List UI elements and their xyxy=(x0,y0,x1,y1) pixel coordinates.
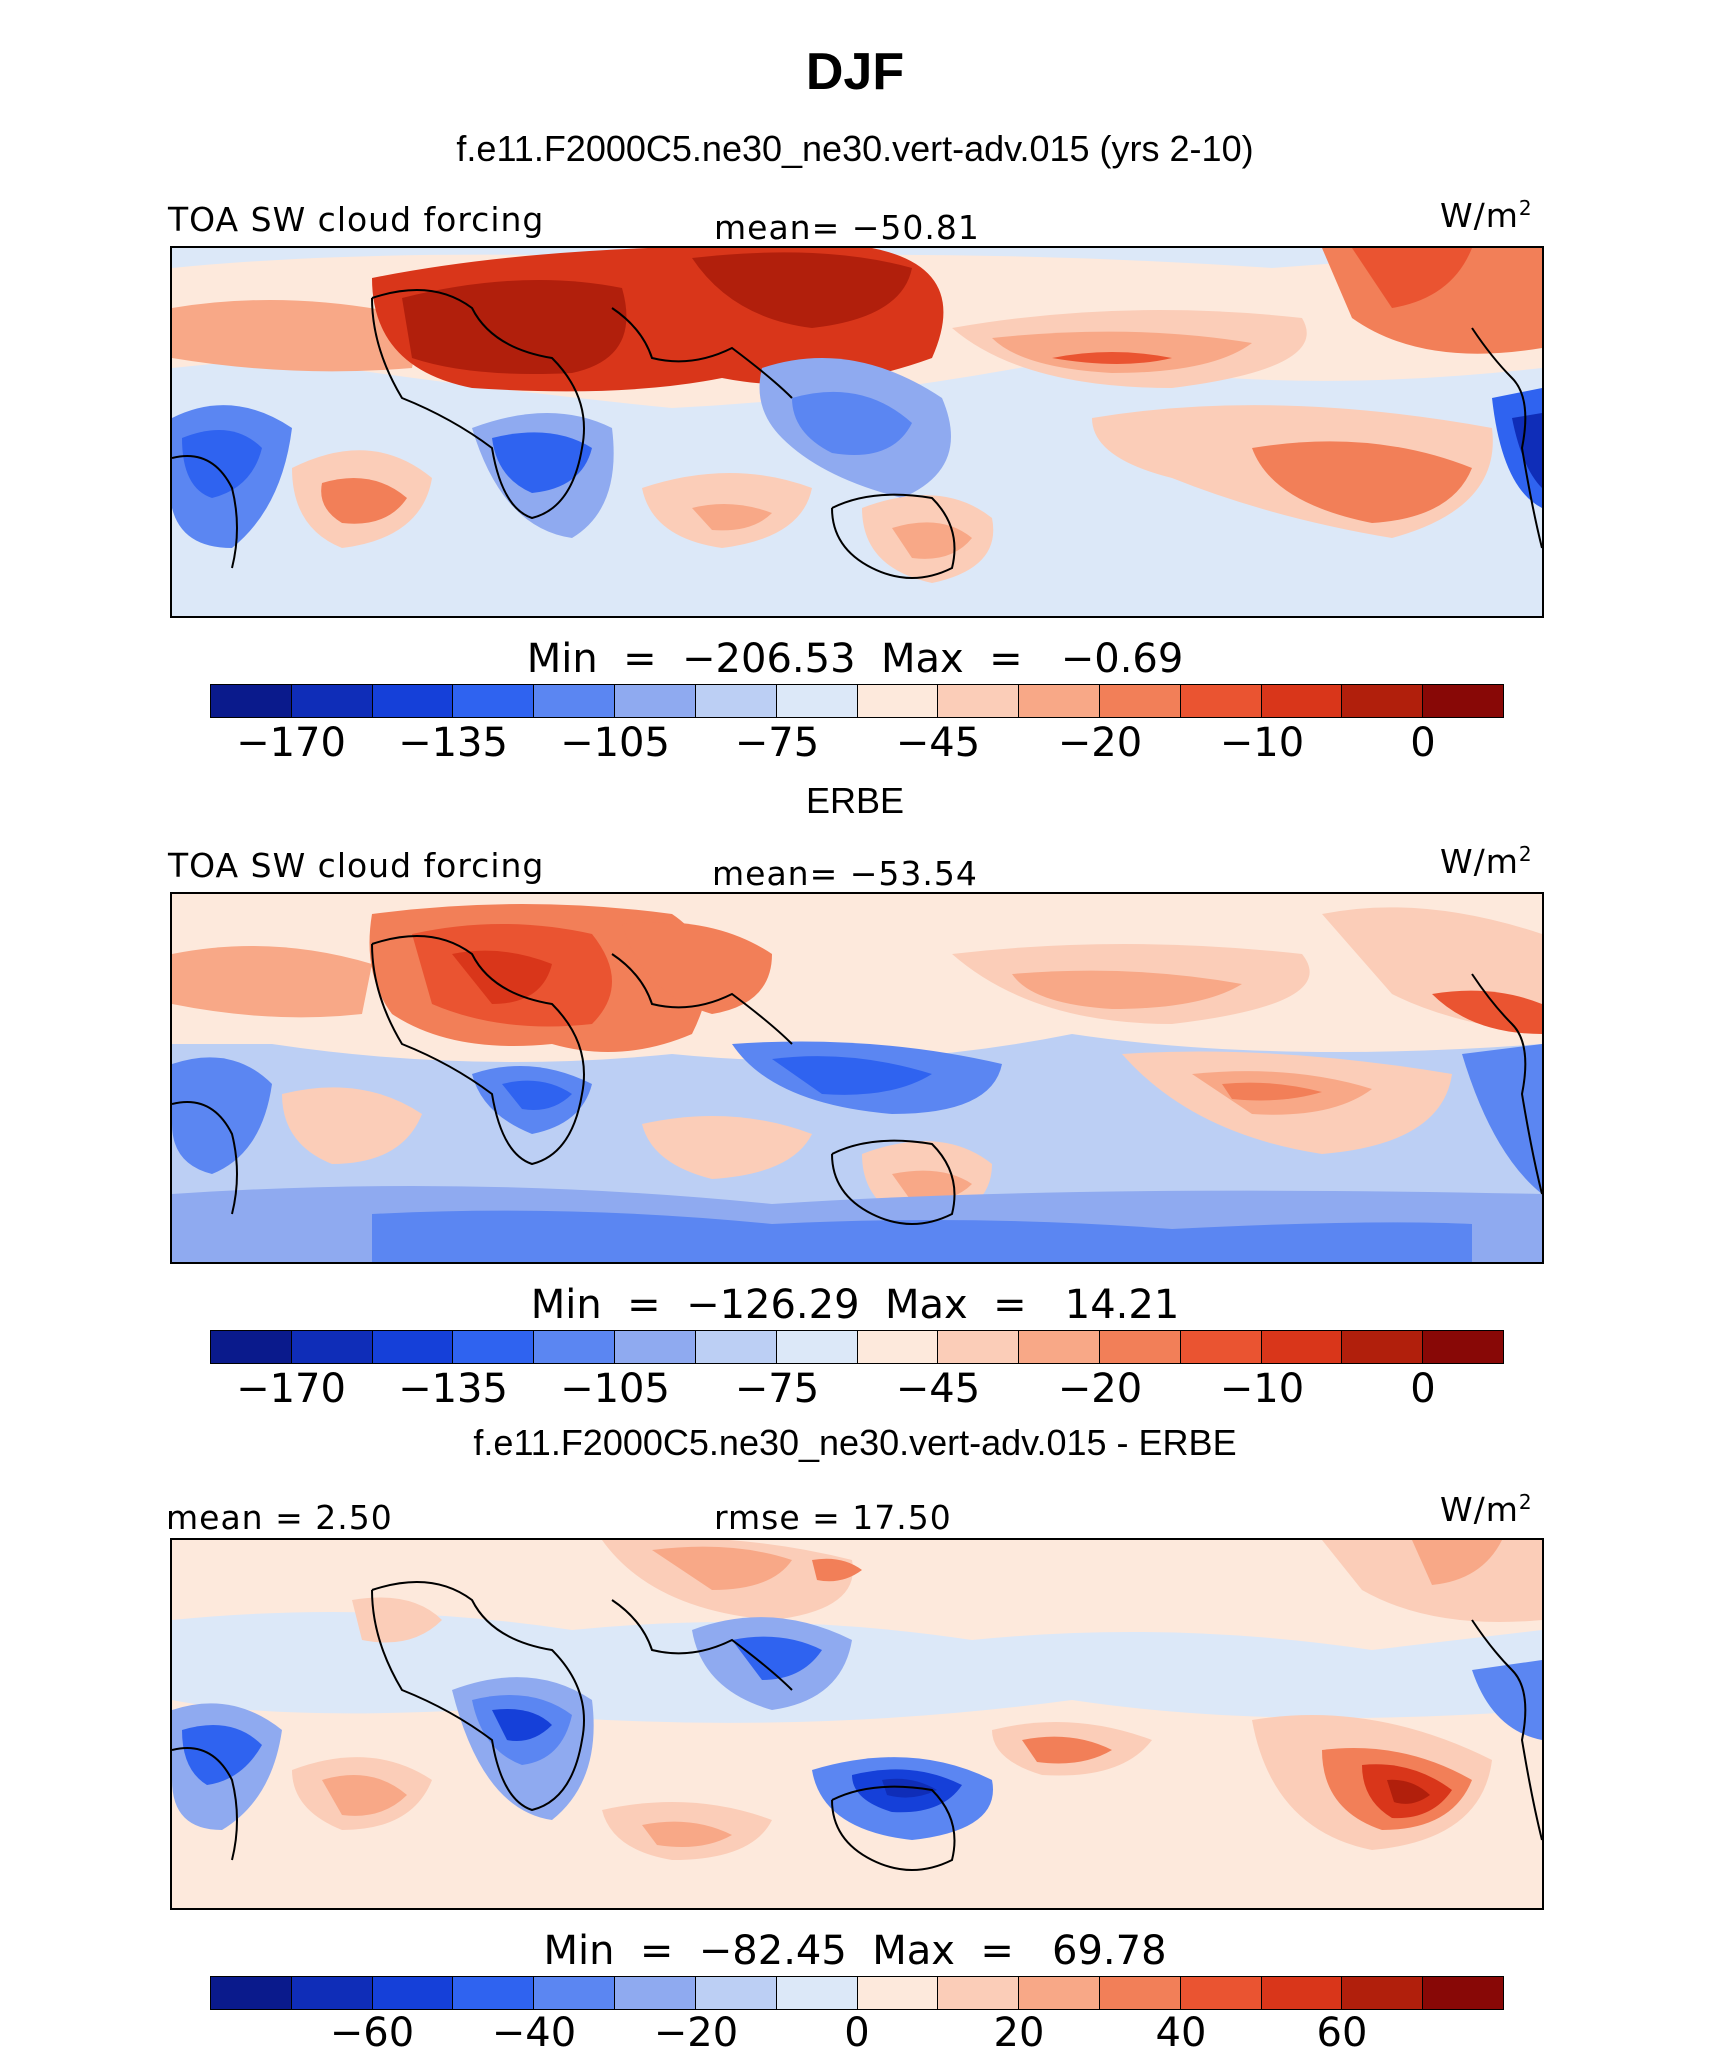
panel1-minmax-label: Min = −206.53 Max = −0.69 xyxy=(526,636,1184,682)
colorbar-swatch xyxy=(1342,1331,1424,1363)
panel2-map xyxy=(170,892,1544,1264)
colorbar-swatch xyxy=(1261,1977,1343,2009)
panel3-mean-label: mean = 2.50 xyxy=(166,1498,393,1537)
panel3-tick: 40 xyxy=(1155,2010,1207,2056)
colorbar-swatch xyxy=(1423,1977,1503,2009)
colorbar-swatch xyxy=(1099,685,1181,717)
colorbar-swatch xyxy=(534,685,616,717)
colorbar-swatch xyxy=(1180,685,1262,717)
colorbar-swatch xyxy=(938,1331,1020,1363)
colorbar-swatch xyxy=(372,685,454,717)
panel1-tick: 0 xyxy=(1410,720,1436,766)
colorbar-swatch xyxy=(453,1977,535,2009)
panel1-subtitle: f.e11.F2000C5.ne30_ne30.vert-adv.015 (yr… xyxy=(456,128,1254,169)
panel1-tick: −45 xyxy=(895,720,981,766)
panel3-tick: −40 xyxy=(491,2010,577,2056)
colorbar-swatch xyxy=(615,1331,696,1363)
panel1-unit-label: W/m2 xyxy=(1440,196,1533,235)
colorbar-swatch xyxy=(938,685,1020,717)
panel1-tick: −10 xyxy=(1219,720,1305,766)
colorbar-swatch xyxy=(776,1977,858,2009)
panel3-minmax-label: Min = −82.45 Max = 69.78 xyxy=(543,1928,1167,1974)
colorbar-swatch xyxy=(1423,685,1503,717)
colorbar-swatch xyxy=(372,1331,454,1363)
colorbar-swatch xyxy=(1342,1977,1424,2009)
colorbar-swatch xyxy=(1180,1977,1262,2009)
panel1-tick: −105 xyxy=(560,720,670,766)
colorbar-swatch xyxy=(211,1977,292,2009)
colorbar-swatch xyxy=(695,1977,777,2009)
panel3-tick: 20 xyxy=(993,2010,1045,2056)
panel1-tick: −135 xyxy=(398,720,508,766)
panel1-tick: −75 xyxy=(734,720,820,766)
colorbar-swatch xyxy=(534,1331,616,1363)
colorbar-swatch xyxy=(534,1977,616,2009)
colorbar-swatch xyxy=(1261,685,1343,717)
colorbar-swatch xyxy=(211,685,292,717)
panel3-tick: 60 xyxy=(1316,2010,1368,2056)
panel1-mean-label: mean= −50.81 xyxy=(714,208,980,247)
colorbar-swatch xyxy=(695,1331,777,1363)
panel2-tick: −135 xyxy=(398,1366,508,1412)
panel1-tick: −20 xyxy=(1057,720,1143,766)
panel2-tick: −20 xyxy=(1057,1366,1143,1412)
panel3-colorbar xyxy=(210,1976,1504,2010)
panel2-tick: −10 xyxy=(1219,1366,1305,1412)
colorbar-swatch xyxy=(372,1977,454,2009)
colorbar-swatch xyxy=(291,685,373,717)
panel3-tick: −20 xyxy=(653,2010,739,2056)
colorbar-swatch xyxy=(857,1331,939,1363)
colorbar-swatch xyxy=(1180,1331,1262,1363)
colorbar-swatch xyxy=(776,1331,858,1363)
colorbar-swatch xyxy=(1099,1331,1181,1363)
panel3-unit-label: W/m2 xyxy=(1440,1490,1533,1529)
figure-title: DJF xyxy=(805,43,905,101)
panel2-tick: 0 xyxy=(1410,1366,1436,1412)
panel2-tick: −105 xyxy=(560,1366,670,1412)
colorbar-swatch xyxy=(1099,1977,1181,2009)
panel2-unit-label: W/m2 xyxy=(1440,842,1533,881)
panel2-tick: −45 xyxy=(895,1366,981,1412)
panel2-variable-label: TOA SW cloud forcing xyxy=(168,846,545,885)
colorbar-swatch xyxy=(453,685,535,717)
panel3-subtitle: f.e11.F2000C5.ne30_ne30.vert-adv.015 - E… xyxy=(473,1422,1237,1463)
colorbar-swatch xyxy=(1342,685,1424,717)
panel2-colorbar xyxy=(210,1330,1504,1364)
panel2-mean-label: mean= −53.54 xyxy=(712,854,978,893)
panel2-minmax-label: Min = −126.29 Max = 14.21 xyxy=(530,1282,1180,1328)
colorbar-swatch xyxy=(1261,1331,1343,1363)
panel1-tick: −170 xyxy=(236,720,346,766)
panel3-tick: 0 xyxy=(844,2010,870,2056)
panel1-colorbar xyxy=(210,684,1504,718)
panel1-variable-label: TOA SW cloud forcing xyxy=(168,200,545,239)
colorbar-swatch xyxy=(1019,1331,1100,1363)
colorbar-swatch xyxy=(1019,1977,1100,2009)
colorbar-swatch xyxy=(938,1977,1020,2009)
colorbar-swatch xyxy=(211,1331,292,1363)
panel1-map xyxy=(170,246,1544,618)
colorbar-swatch xyxy=(857,1977,939,2009)
colorbar-swatch xyxy=(291,1331,373,1363)
colorbar-swatch xyxy=(291,1977,373,2009)
panel3-tick: −60 xyxy=(329,2010,415,2056)
panel2-tick: −75 xyxy=(734,1366,820,1412)
colorbar-swatch xyxy=(1019,685,1100,717)
colorbar-swatch xyxy=(695,685,777,717)
colorbar-swatch xyxy=(453,1331,535,1363)
panel2-subtitle: ERBE xyxy=(805,780,905,821)
colorbar-swatch xyxy=(857,685,939,717)
panel2-tick: −170 xyxy=(236,1366,346,1412)
colorbar-swatch xyxy=(1423,1331,1503,1363)
colorbar-swatch xyxy=(776,685,858,717)
colorbar-swatch xyxy=(615,1977,696,2009)
panel3-map xyxy=(170,1538,1544,1910)
panel3-rmse-label: rmse = 17.50 xyxy=(714,1498,952,1537)
colorbar-swatch xyxy=(615,685,696,717)
